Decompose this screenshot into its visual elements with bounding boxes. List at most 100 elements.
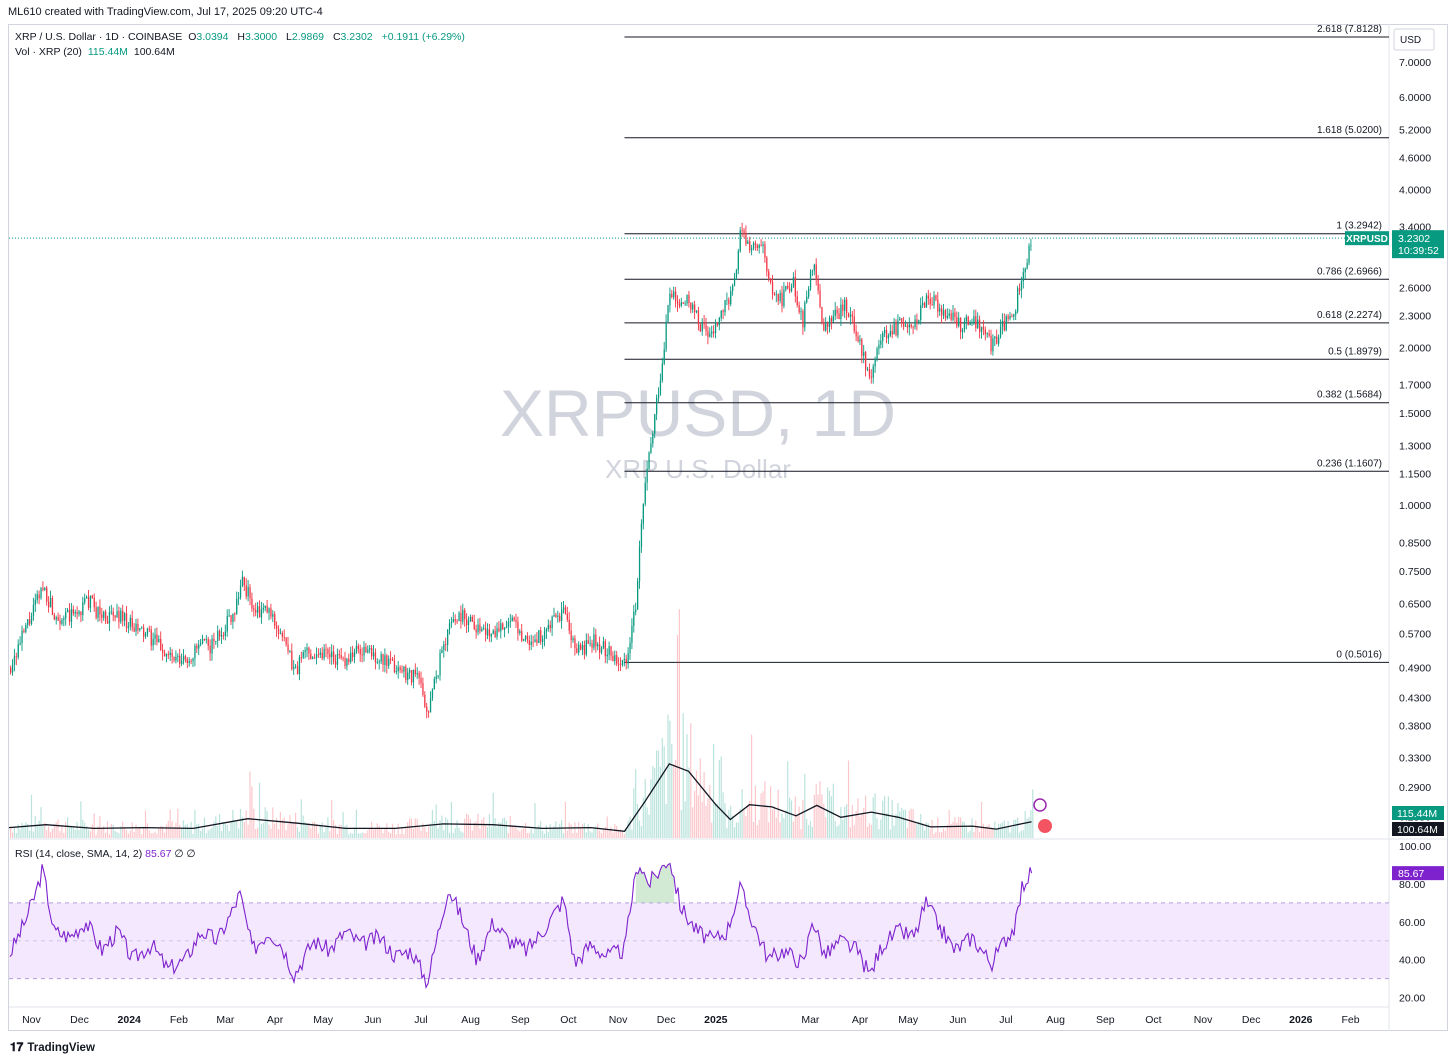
candle-body — [300, 657, 302, 659]
fib-label-0.382: 0.382 (1.5684) — [1317, 390, 1382, 401]
candle-body — [661, 363, 663, 381]
candle-body — [739, 230, 741, 252]
candle-body — [963, 321, 966, 330]
time-axis-label: 2025 — [704, 1014, 728, 1026]
volume-bar — [57, 819, 59, 838]
volume-bar — [1005, 826, 1007, 838]
candle-body — [293, 666, 295, 670]
symbol-legend[interactable]: XRP / U.S. Dollar · 1D · COINBASE O3.039… — [15, 31, 468, 43]
candle-body — [220, 635, 223, 637]
volume-bar — [30, 794, 33, 838]
price-axis-label: 7.0000 — [1399, 57, 1431, 69]
volume-bar — [787, 761, 789, 838]
volume-bar — [562, 833, 565, 838]
volume-bar — [834, 820, 836, 838]
rsi-legend[interactable]: RSI (14, close, SMA, 14, 2) 85.67 ∅ ∅ — [15, 848, 196, 860]
candle-body — [97, 606, 99, 618]
candle-body — [441, 649, 443, 653]
volume-bar — [847, 760, 850, 838]
candle-body — [992, 338, 994, 352]
candle-body — [393, 660, 396, 673]
candle-body — [431, 689, 434, 699]
candle-body — [1020, 281, 1023, 291]
volume-bar — [606, 816, 608, 838]
volume-bar — [403, 834, 405, 838]
candle-body — [711, 331, 713, 334]
volume-bar — [388, 831, 390, 838]
volume-bar — [933, 833, 935, 838]
volume-bar — [350, 832, 352, 838]
volume-bar — [1024, 810, 1026, 838]
volume-bar — [10, 826, 12, 838]
candle-body — [217, 631, 219, 642]
volume-bar — [118, 833, 120, 838]
volume-bar — [253, 808, 255, 838]
candle-body — [437, 675, 439, 677]
candle-body — [889, 331, 891, 336]
candle-body — [264, 605, 266, 608]
candle-body — [901, 318, 903, 323]
volume-bar — [1017, 817, 1019, 838]
candle-body — [283, 636, 285, 638]
volume-legend[interactable]: Vol · XRP (20) 115.44M 100.64M — [15, 46, 178, 58]
symbol-tag-bg — [1345, 231, 1389, 246]
volume-bar — [688, 767, 690, 838]
candle-body — [80, 611, 82, 616]
volume-bar — [996, 828, 998, 838]
volume-bar — [450, 801, 452, 838]
tradingview-logo[interactable]: 𝟏𝟕 TradingView — [10, 1040, 95, 1055]
candle-body — [25, 625, 27, 632]
volume-bar — [901, 807, 903, 838]
volume-bar — [861, 814, 863, 838]
candle-body — [55, 617, 57, 620]
volume-bar — [823, 803, 825, 838]
time-axis-label: 2024 — [118, 1014, 142, 1026]
candle-body — [790, 286, 793, 292]
price-chart[interactable]: XRPUSD, 1D XRP U.S. Dollar 0 (0.5016) 0.236… — [0, 0, 1456, 1032]
volume-bar — [205, 833, 207, 838]
volume-bar — [891, 800, 893, 838]
candle-body — [249, 586, 251, 599]
volume-bar — [790, 800, 793, 838]
candle-body — [994, 336, 996, 339]
candle-body — [830, 317, 833, 322]
volume-bar — [865, 795, 867, 838]
candle-body — [245, 585, 247, 597]
volume-bar — [595, 826, 597, 838]
candle-body — [931, 304, 933, 306]
volume-bar — [703, 771, 705, 838]
candle-body — [562, 607, 565, 610]
volume-bar — [124, 827, 126, 838]
volume-bar — [999, 823, 1002, 838]
candle-body — [19, 643, 21, 645]
candle-body — [298, 657, 301, 675]
candle-body — [557, 615, 559, 617]
volume-bar — [846, 804, 848, 838]
candle-body — [724, 300, 726, 313]
currency-box — [1393, 28, 1435, 51]
candle-body — [876, 348, 878, 359]
volume-bar — [916, 824, 918, 838]
candle-body — [798, 305, 800, 313]
candle-body — [355, 645, 358, 652]
volume-bar — [139, 827, 141, 838]
volume-bar — [553, 826, 555, 838]
volume-bar — [992, 828, 994, 838]
candle-body — [878, 344, 880, 349]
candle-body — [904, 325, 907, 327]
volume-bar — [825, 817, 827, 838]
candle-body — [973, 316, 975, 323]
volume-bar — [158, 827, 160, 838]
volume-bar — [188, 827, 190, 838]
candle-body — [42, 588, 44, 590]
volume-bar — [391, 823, 394, 838]
volume-bar — [329, 831, 331, 838]
candle-body — [980, 326, 983, 332]
volume-bar — [885, 813, 888, 838]
volume-bar — [618, 830, 620, 838]
volume-bar — [762, 791, 764, 838]
candle-body — [68, 609, 71, 622]
candle-body — [1024, 268, 1026, 273]
fib-label-0: 0 (0.5016) — [1336, 649, 1382, 660]
bottom-bar: 𝟏𝟕 TradingView — [0, 1032, 1456, 1062]
